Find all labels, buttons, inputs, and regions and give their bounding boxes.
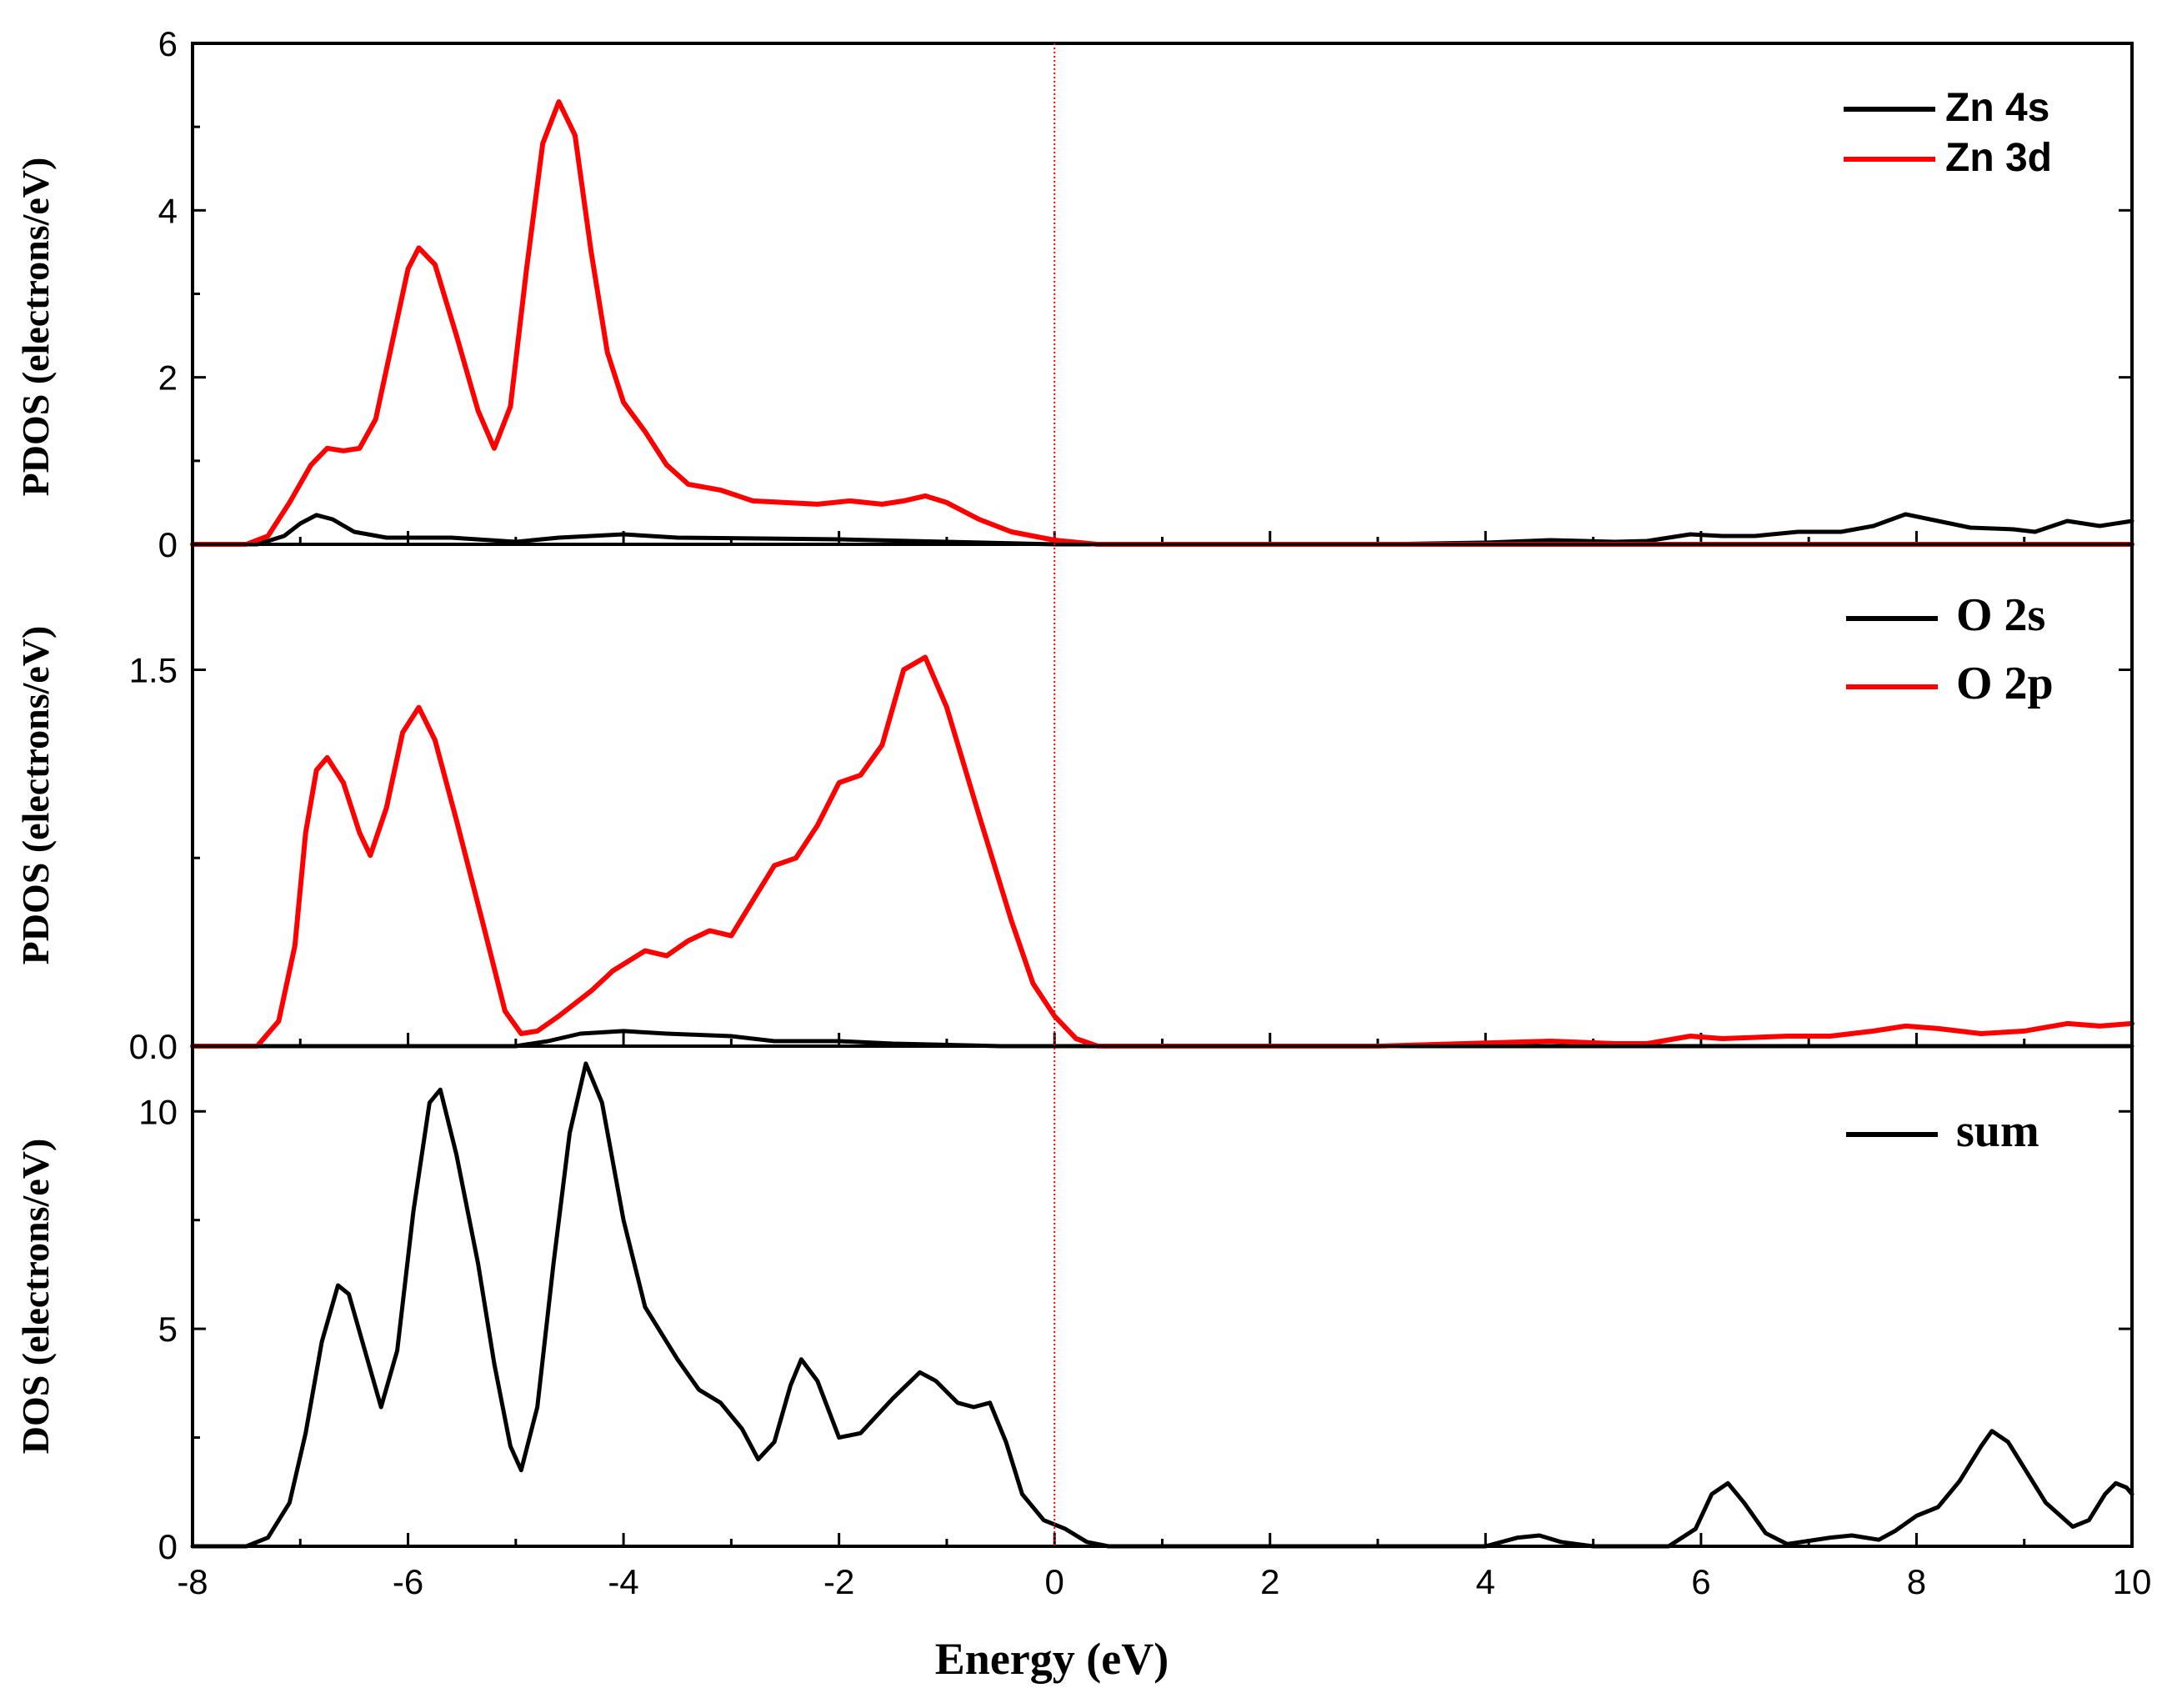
y-tick-label: 0: [158, 525, 178, 564]
legend-bottom: sum: [1846, 1105, 2039, 1157]
legend-label: Zn 3d: [1945, 136, 2052, 180]
y-tick-label: 1.5: [129, 651, 178, 690]
y-axis-title: PDOS (electrons/eV): [14, 158, 57, 497]
series-line-sum: [190, 1061, 2134, 1549]
legend-middle: O 2s O 2p: [1846, 589, 2054, 709]
x-axis-title: Energy (eV): [935, 1634, 1169, 1684]
x-tick-label: 0: [1045, 1562, 1064, 1601]
series-line-o-2p: [190, 654, 2134, 1049]
x-tick-label: -4: [608, 1562, 638, 1601]
panel-bottom: 0 5 10 DOS (electrons/eV) sum: [14, 1061, 2134, 1566]
x-tick-label: -2: [823, 1562, 854, 1601]
y-axis-title: DOS (electrons/eV): [14, 1139, 57, 1455]
legend-label: sum: [1956, 1105, 2039, 1157]
y-tick-label: 5: [158, 1310, 178, 1349]
x-tick-label: 8: [1907, 1562, 1926, 1601]
y-axis-title: PDOS (electrons/eV): [14, 626, 57, 965]
y-tick-label: 0.0: [129, 1027, 178, 1066]
panel-middle: 0.0 1.5 PDOS (electrons/eV) O 2s O 2p: [14, 589, 2134, 1066]
x-tick-label: 6: [1691, 1562, 1710, 1601]
legend-top: Zn 4s Zn 3d: [1844, 86, 2052, 180]
series-line-o-2s: [190, 1029, 2134, 1049]
series-line-zn-3d: [190, 99, 2134, 547]
x-tick-label: 10: [2113, 1562, 2152, 1601]
x-tick-label: 4: [1476, 1562, 1495, 1601]
y-tick-label: 10: [138, 1092, 178, 1131]
legend-label: O 2p: [1956, 658, 2054, 709]
plot-frame: [191, 42, 2134, 1548]
legend-label: O 2s: [1956, 589, 2045, 641]
legend-label: Zn 4s: [1945, 86, 2049, 130]
y-tick-label: 4: [158, 191, 178, 230]
y-tick-label: 6: [158, 24, 178, 63]
y-tick-label: 2: [158, 358, 178, 398]
x-tick-label: -6: [393, 1562, 423, 1601]
x-tick-label: -8: [177, 1562, 208, 1601]
x-tick-label: 2: [1260, 1562, 1279, 1601]
y-tick-label: 0: [158, 1527, 178, 1566]
